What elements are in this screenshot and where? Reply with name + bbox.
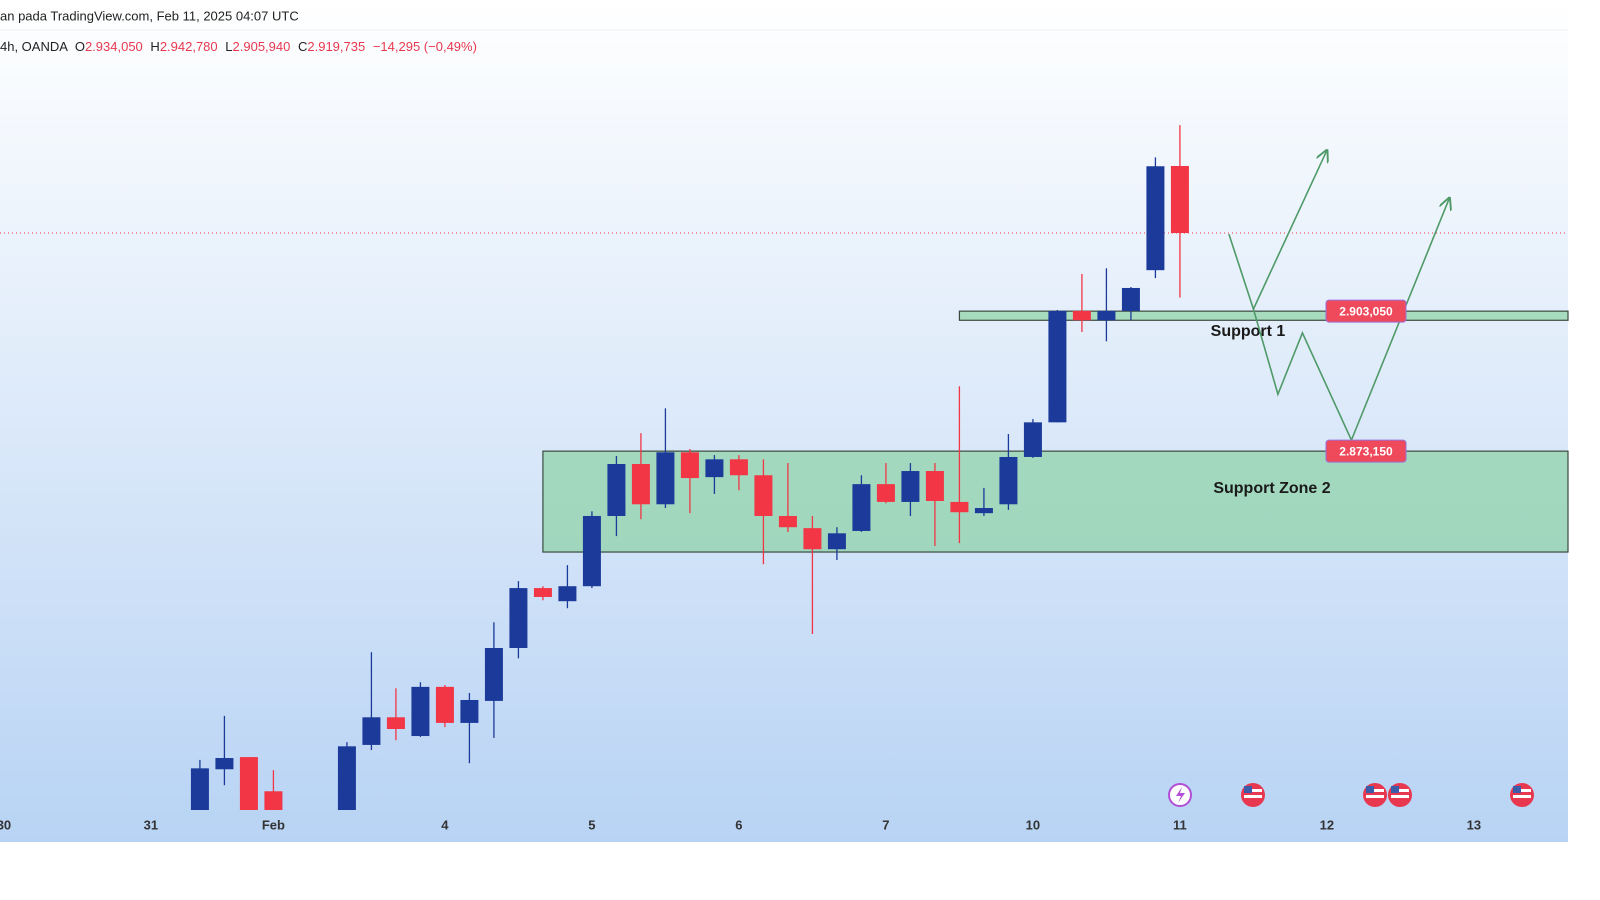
x-tick-label: Feb — [262, 817, 285, 832]
ohlc-key: C — [298, 39, 307, 54]
candle-body — [1023, 422, 1042, 457]
candle-body — [925, 471, 944, 501]
ohlc-legend: 4h, OANDA O2.934,050 H2.942,780 L2.905,9… — [0, 39, 477, 54]
event-icon[interactable] — [1388, 783, 1412, 807]
candle-body — [337, 746, 356, 810]
x-tick-label: 30 — [0, 817, 11, 832]
candle-body — [435, 686, 454, 723]
ohlc-key: L — [225, 39, 232, 54]
chart-title: an pada TradingView.com, Feb 11, 2025 04… — [0, 8, 299, 23]
candle-body — [582, 515, 601, 587]
candle-body — [239, 757, 258, 810]
ohlc-value: 2.934,050 — [85, 39, 143, 54]
candle-body — [509, 588, 528, 649]
candle-body — [852, 484, 871, 531]
candle-body — [901, 471, 920, 502]
background — [0, 0, 1568, 842]
x-tick-label: 7 — [882, 817, 889, 832]
x-tick-label: 4 — [441, 817, 449, 832]
change: −14,295 (−0,49%) — [373, 39, 477, 54]
ohlc-value: 2.942,780 — [160, 39, 218, 54]
candle-body — [729, 459, 748, 476]
candle-body — [999, 456, 1018, 505]
ohlc-key: O — [75, 39, 85, 54]
candle-body — [1121, 287, 1140, 311]
candle-body — [190, 768, 209, 810]
price-tag-label: 2.873,150 — [1339, 444, 1393, 458]
candle-body — [705, 459, 724, 478]
candle-body — [631, 464, 650, 505]
ohlc-value: 2.919,735 — [307, 39, 365, 54]
x-tick-label: 12 — [1320, 817, 1334, 832]
candle-body — [974, 508, 993, 514]
candle-body — [1048, 310, 1067, 423]
price-tag — [1325, 439, 1407, 463]
x-tick-label: 6 — [735, 817, 742, 832]
candle-body — [827, 533, 846, 550]
x-tick-label: 10 — [1026, 817, 1040, 832]
event-icon[interactable] — [1363, 783, 1387, 807]
x-tick-label: 11 — [1173, 817, 1187, 832]
event-icons — [1168, 783, 1534, 807]
candle-body — [362, 717, 381, 745]
candle-body — [215, 758, 234, 770]
zone-label: Support 1 — [1211, 323, 1286, 340]
price-tag-label: 2.903,050 — [1339, 304, 1393, 318]
candle-body — [460, 699, 479, 723]
candle-body — [803, 528, 822, 550]
candle-body — [1170, 166, 1189, 234]
candle-body — [558, 586, 577, 602]
candle-body — [607, 464, 626, 516]
x-tick-label: 31 — [144, 817, 158, 832]
x-tick-label: 5 — [588, 817, 595, 832]
zone-label: Support Zone 2 — [1213, 480, 1330, 497]
candle-body — [386, 717, 405, 730]
ohlc-value: 2.905,940 — [233, 39, 291, 54]
price-tag — [1325, 299, 1407, 323]
candle-body — [950, 501, 969, 513]
candle-body — [778, 515, 797, 528]
event-icon[interactable] — [1241, 783, 1265, 807]
x-tick-label: 13 — [1467, 817, 1481, 832]
flash-glyph — [1176, 787, 1185, 803]
candle-body — [411, 686, 430, 737]
projection-path — [1252, 198, 1449, 443]
candle-body — [484, 648, 503, 701]
symbol: 4h, OANDA — [0, 39, 68, 54]
candle-body — [680, 452, 699, 479]
ohlc-key: H — [150, 39, 159, 54]
candle-body — [754, 475, 773, 516]
candle-body — [656, 452, 675, 505]
event-icon[interactable] — [1510, 783, 1534, 807]
candle-body — [1146, 166, 1165, 271]
candle-body — [533, 588, 552, 597]
candle-body — [876, 484, 895, 502]
support-zone — [958, 310, 1569, 321]
candle-body — [1097, 310, 1116, 321]
support-zone — [542, 450, 1569, 553]
candle-body — [264, 791, 283, 810]
candle-body — [1072, 310, 1091, 321]
